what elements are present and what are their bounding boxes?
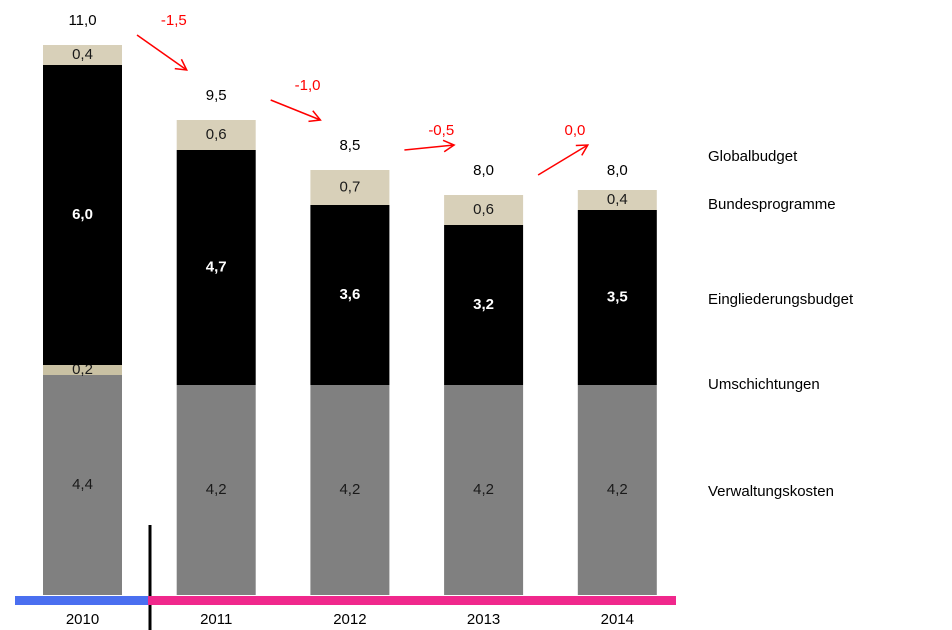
legend-label: Bundesprogramme — [708, 196, 836, 213]
change-label: -1,0 — [295, 77, 321, 94]
bar-segment — [444, 385, 524, 595]
value-label: 0,6 — [206, 126, 227, 143]
value-label: 4,2 — [206, 481, 227, 498]
x-tick-label: 2014 — [601, 611, 634, 628]
bar-segment — [43, 45, 122, 65]
value-label: 0,4 — [72, 46, 93, 63]
value-label: 3,2 — [473, 296, 494, 313]
value-label: 0,7 — [339, 178, 360, 195]
value-label: 3,6 — [339, 286, 360, 303]
change-arrow — [537, 144, 589, 176]
value-label: 0,2 — [72, 361, 93, 378]
total-label: 9,5 — [206, 87, 227, 104]
bar-segment — [444, 195, 524, 225]
bar-segment — [43, 65, 122, 365]
legend-label: Umschichtungen — [708, 376, 820, 393]
bar-segment — [310, 170, 390, 205]
value-label: 4,2 — [473, 481, 494, 498]
change-arrow — [270, 99, 321, 121]
change-label: 0,0 — [565, 122, 586, 139]
bar-segment — [444, 225, 524, 385]
change-arrow-head — [174, 58, 188, 71]
total-label: 8,0 — [473, 162, 494, 179]
x-tick-label: 2011 — [200, 611, 232, 628]
value-label: 4,2 — [607, 481, 628, 498]
change-arrow-head — [442, 139, 456, 153]
bar-segment — [176, 150, 256, 385]
value-label: 6,0 — [72, 206, 93, 223]
value-label: 3,5 — [607, 288, 628, 305]
bar-segment — [577, 210, 657, 385]
bar-segment — [176, 120, 256, 150]
total-label: 8,5 — [339, 137, 360, 154]
total-label: 11,0 — [68, 12, 96, 29]
change-label: -0,5 — [428, 122, 454, 139]
bar-segment — [577, 385, 657, 595]
bar-segment — [176, 385, 256, 595]
total-label: 8,0 — [607, 162, 628, 179]
change-arrow — [136, 34, 188, 71]
value-label: 4,2 — [339, 481, 360, 498]
change-arrow — [404, 144, 455, 151]
x-tick-label: 2012 — [333, 611, 366, 628]
change-arrow-head — [308, 110, 322, 123]
period-bar — [148, 596, 676, 605]
bar-segment — [43, 375, 122, 595]
value-label: 4,4 — [72, 476, 93, 493]
period-bar — [15, 596, 148, 605]
bar-segment — [577, 190, 657, 210]
bar-segment — [310, 385, 390, 595]
bar-segment — [43, 365, 122, 375]
x-tick-label: 2013 — [467, 611, 500, 628]
change-label: -1,5 — [161, 12, 187, 29]
change-arrow-head — [575, 144, 590, 156]
legend-label: Globalbudget — [708, 148, 798, 165]
bar-segment — [310, 205, 390, 385]
value-label: 0,6 — [473, 201, 494, 218]
legend-label: Verwaltungskosten — [708, 483, 834, 500]
legend-label: Eingliederungsbudget — [708, 291, 854, 308]
value-label: 0,4 — [607, 191, 628, 208]
value-label: 4,7 — [206, 258, 227, 275]
x-tick-label: 2010 — [66, 611, 99, 628]
